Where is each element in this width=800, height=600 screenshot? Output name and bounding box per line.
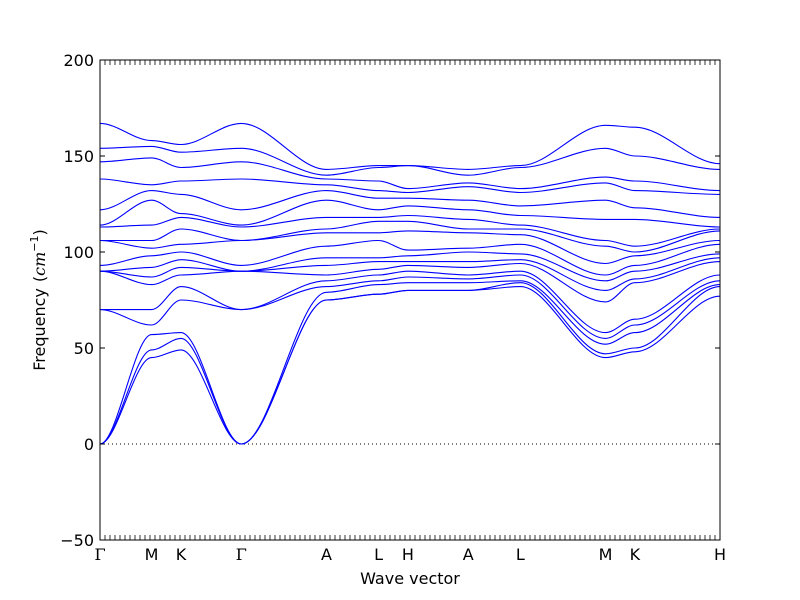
band-line <box>99 230 721 265</box>
kpoint-label: K <box>630 545 641 564</box>
band-line <box>99 274 721 339</box>
x-axis-label: Wave vector <box>360 569 460 588</box>
kpoint-label: Γ <box>94 545 105 564</box>
y-axis-unit-exponent: −1 <box>28 235 41 251</box>
y-axis-unit-open: ( <box>30 276 49 282</box>
y-axis-label-text: Frequency <box>30 288 49 371</box>
band-line <box>99 199 721 228</box>
y-tick-label: 150 <box>63 147 94 166</box>
y-axis-label: Frequency (cm−1) <box>28 229 49 371</box>
y-tick-label: 100 <box>63 243 94 262</box>
band-line <box>99 251 721 282</box>
kpoint-label: M <box>145 545 159 564</box>
band-line <box>100 220 721 253</box>
kpoint-label: A <box>321 545 332 564</box>
kpoint-label: A <box>463 545 474 564</box>
y-axis-unit: cm <box>30 252 49 276</box>
band-line <box>99 122 721 170</box>
band-line <box>99 239 721 276</box>
kpoint-label: H <box>402 545 414 564</box>
y-tick-label: −50 <box>60 531 94 550</box>
kpoint-label: M <box>599 545 613 564</box>
y-tick-label: 50 <box>74 339 94 358</box>
band-line <box>99 145 721 176</box>
x-minor-ticks <box>99 60 721 540</box>
kpoint-label: K <box>176 545 187 564</box>
y-tick-label: 0 <box>84 435 94 454</box>
y-axis-unit-close: ) <box>30 229 49 235</box>
kpoint-label: L <box>516 545 525 564</box>
band-line <box>99 280 721 445</box>
y-axis-ticks: 200 150 100 50 0 −50 <box>60 51 720 550</box>
kpoint-label: Γ <box>236 545 247 564</box>
kpoint-label: H <box>714 545 726 564</box>
band-line <box>99 157 721 192</box>
band-line <box>99 270 721 334</box>
band-line <box>99 178 721 195</box>
y-tick-label: 200 <box>63 51 94 70</box>
band-line <box>99 282 721 445</box>
band-line <box>99 257 721 291</box>
plot-frame <box>99 59 721 541</box>
band-line <box>99 261 721 303</box>
band-line <box>99 190 721 218</box>
kpoint-label: L <box>374 545 383 564</box>
band-lines <box>99 122 721 445</box>
band-line <box>99 214 721 247</box>
